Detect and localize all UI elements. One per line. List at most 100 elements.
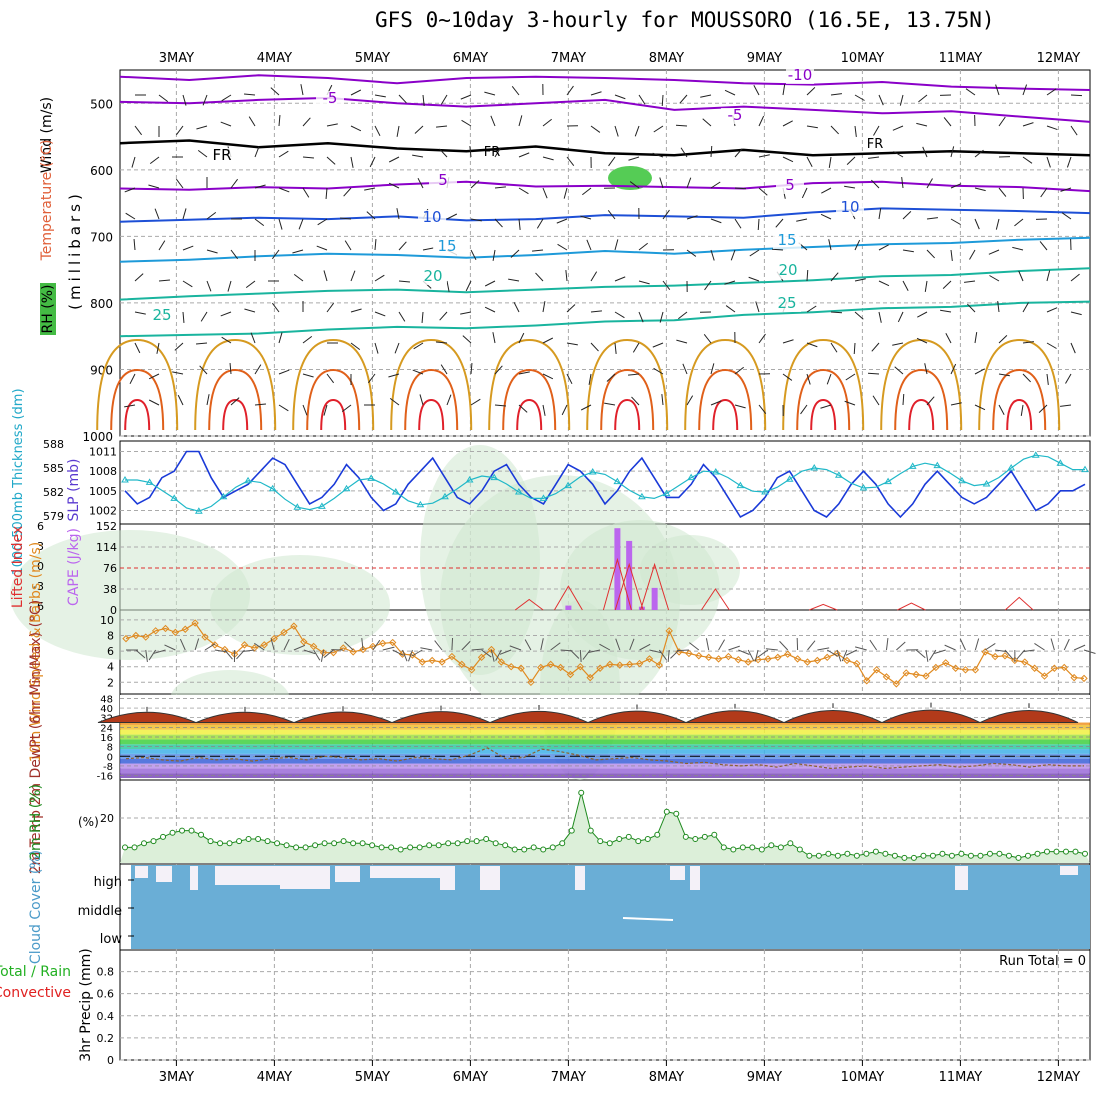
pressure-tick-label: 700 bbox=[90, 230, 113, 244]
warm-isotherm-loop bbox=[320, 398, 347, 431]
thickness-marker bbox=[884, 477, 892, 485]
wind-speed-marker bbox=[201, 633, 209, 641]
wind-barb bbox=[156, 342, 160, 354]
wind-barb bbox=[917, 311, 928, 318]
wind-barb-10m bbox=[194, 638, 200, 651]
wind-barb bbox=[893, 151, 904, 158]
bottom-day-label: 12MAY bbox=[1037, 1070, 1081, 1085]
rh-marker bbox=[882, 850, 889, 857]
wind-barb bbox=[494, 186, 506, 189]
wind-barb bbox=[129, 373, 136, 385]
wind-barb-10m bbox=[254, 642, 265, 651]
cape-bar bbox=[614, 528, 621, 610]
wind-speed-marker bbox=[388, 638, 397, 647]
rh-marker bbox=[302, 844, 309, 851]
wind-barb-10m bbox=[293, 644, 306, 651]
wind-barb-10m bbox=[1022, 649, 1035, 653]
wind-speed-marker bbox=[161, 624, 170, 633]
cape-axis-label: CAPE (J/kg) bbox=[66, 528, 82, 606]
wind-barb bbox=[446, 213, 458, 220]
wind-barb bbox=[854, 239, 861, 251]
thickness-tick-label: 582 bbox=[43, 486, 64, 499]
li-spike bbox=[553, 585, 583, 611]
wind-barb bbox=[916, 337, 928, 344]
wind-barb bbox=[388, 373, 400, 378]
wind-barb bbox=[614, 94, 626, 100]
rh-marker bbox=[711, 831, 718, 838]
temp-tick-label: 24 bbox=[100, 723, 113, 734]
wind-barb-10m bbox=[757, 649, 769, 658]
wind-barb bbox=[518, 115, 523, 127]
warm-isotherm-loop bbox=[908, 398, 935, 431]
rh-marker bbox=[226, 840, 233, 847]
thickness-marker bbox=[736, 481, 745, 489]
rh-marker bbox=[967, 852, 974, 859]
cape-bar bbox=[565, 605, 572, 610]
wind-barb bbox=[1022, 122, 1034, 127]
wind-barb bbox=[398, 280, 411, 283]
wind-barb bbox=[422, 94, 425, 106]
wind-barb bbox=[580, 404, 592, 411]
contour-label-bg bbox=[773, 233, 801, 249]
rh-marker bbox=[435, 842, 442, 849]
wind-barb bbox=[470, 218, 482, 222]
wind-barb bbox=[604, 402, 616, 406]
isotherm-line bbox=[119, 74, 1091, 91]
contour-label: 20 bbox=[778, 261, 797, 279]
wind-speed-marker bbox=[961, 666, 970, 674]
wind-barb bbox=[323, 404, 328, 416]
wind-barb bbox=[131, 156, 136, 168]
wind-barb bbox=[158, 279, 171, 282]
wind-barb bbox=[1018, 270, 1024, 282]
wind-barb bbox=[686, 249, 697, 257]
wind-barb bbox=[758, 154, 770, 158]
thickness-marker bbox=[391, 488, 400, 495]
wind-barb bbox=[730, 249, 736, 261]
wind-barb bbox=[350, 270, 356, 282]
wind-barb-10m bbox=[570, 649, 580, 659]
wind-barb bbox=[710, 181, 721, 189]
wind-barb bbox=[532, 249, 544, 252]
wind-speed-marker bbox=[1001, 652, 1009, 660]
wind-barb bbox=[734, 187, 747, 190]
wind-barb bbox=[462, 335, 472, 344]
contour-label-bg bbox=[418, 210, 446, 226]
wind-speed-marker bbox=[902, 669, 910, 677]
wind-barb bbox=[278, 150, 289, 158]
wind-barb-10m bbox=[667, 649, 670, 662]
wind-barb bbox=[278, 332, 283, 344]
thickness-marker bbox=[465, 476, 474, 483]
wind-speed-marker bbox=[339, 644, 347, 652]
wind-barb bbox=[614, 276, 626, 282]
temp-color-band bbox=[120, 758, 1090, 764]
thickness-marker bbox=[1056, 459, 1065, 466]
thickness-marker bbox=[613, 477, 622, 485]
wind-barb bbox=[417, 177, 424, 189]
wind-speed-marker bbox=[171, 628, 180, 637]
wind-barb bbox=[634, 125, 640, 137]
warm-isotherm-loop bbox=[488, 338, 571, 431]
warm-isotherm-loop bbox=[712, 398, 739, 431]
cloud-gap bbox=[190, 866, 198, 890]
thickness-marker bbox=[1007, 464, 1016, 471]
rh-marker bbox=[787, 840, 794, 847]
wind-speed-marker bbox=[132, 631, 140, 640]
wind-barb bbox=[254, 364, 262, 375]
wind-barb-10m bbox=[411, 649, 423, 657]
rh-marker bbox=[502, 842, 509, 849]
wind-barb bbox=[662, 209, 670, 220]
wind-barb bbox=[586, 239, 592, 251]
rh-marker bbox=[122, 844, 128, 851]
wind-barb bbox=[148, 373, 160, 380]
temp-tick-label: 0 bbox=[107, 752, 113, 763]
rh-marker bbox=[739, 844, 746, 851]
rh-marker bbox=[511, 846, 518, 853]
temp-diurnal-hump bbox=[783, 710, 883, 724]
wind-barb bbox=[924, 280, 928, 292]
wind-barb bbox=[758, 115, 765, 127]
li-spike bbox=[614, 562, 644, 611]
wind-barb bbox=[870, 179, 880, 189]
wind-speed-marker bbox=[724, 652, 733, 661]
thickness-marker bbox=[588, 468, 597, 475]
li-tick-label: -3 bbox=[33, 580, 44, 593]
